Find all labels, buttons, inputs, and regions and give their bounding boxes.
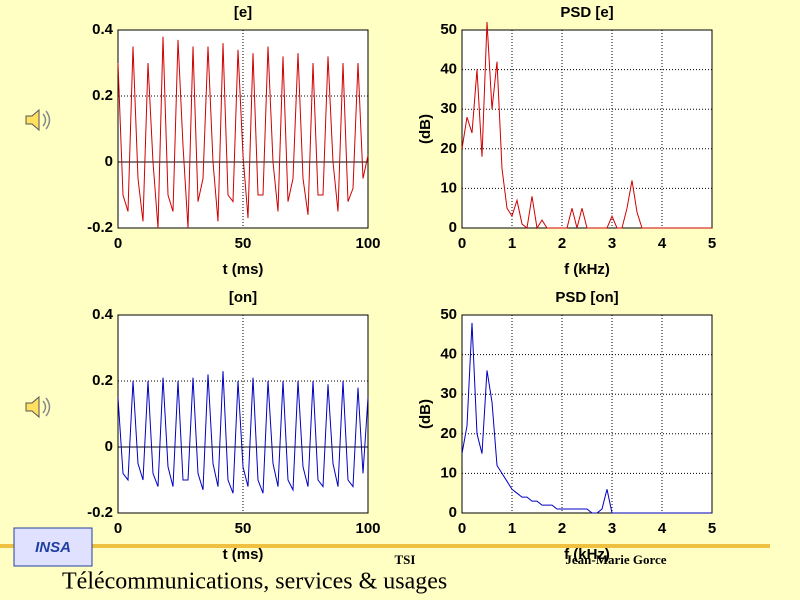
footer-author: Jean-Marie Gorce <box>565 552 666 567</box>
y-tick-label: -0.2 <box>87 504 113 521</box>
logo <box>13 527 93 567</box>
x-tick-label: 3 <box>608 235 616 252</box>
y-tick-label: 50 <box>440 306 457 323</box>
y-tick-label: 30 <box>440 100 457 117</box>
x-tick-label: 4 <box>658 520 667 537</box>
footer-course: TSI <box>395 552 416 567</box>
chart-title: [on] <box>229 289 257 306</box>
x-tick-label: 1 <box>508 520 516 537</box>
signal-line <box>117 36 369 229</box>
x-axis-label: f (kHz) <box>564 546 610 563</box>
x-tick-label: 100 <box>355 520 380 537</box>
y-tick-label: 0 <box>449 219 457 236</box>
logo-text: INSA <box>35 539 71 556</box>
signal-line <box>117 371 369 494</box>
y-tick-label: 30 <box>440 385 457 402</box>
y-tick-label: -0.2 <box>87 219 113 236</box>
plot-area <box>461 29 713 229</box>
x-tick-label: 3 <box>608 520 616 537</box>
x-tick-label: 2 <box>558 520 566 537</box>
y-tick-label: 0.2 <box>92 372 113 389</box>
y-tick-label: 10 <box>440 464 457 481</box>
x-tick-label: 2 <box>558 235 566 252</box>
signal-line <box>461 22 712 230</box>
y-tick-label: 0.4 <box>92 306 114 323</box>
y-tick-label: 10 <box>440 179 457 196</box>
x-tick-label: 50 <box>235 235 252 252</box>
y-tick-label: 20 <box>440 140 457 157</box>
speaker-icon[interactable] <box>25 395 51 419</box>
x-tick-label: 0 <box>114 235 122 252</box>
y-tick-label: 0.2 <box>92 87 113 104</box>
x-tick-label: 1 <box>508 235 516 252</box>
x-tick-label: 0 <box>114 520 122 537</box>
chart-title: [e] <box>234 4 252 21</box>
y-tick-label: 0.4 <box>92 21 114 38</box>
y-tick-label: 40 <box>440 61 457 78</box>
signal-line <box>461 322 712 514</box>
x-tick-label: 50 <box>235 520 252 537</box>
y-tick-label: 40 <box>440 346 457 363</box>
y-tick-label: 20 <box>440 425 457 442</box>
chart-title: PSD [e] <box>560 4 613 21</box>
x-tick-label: 5 <box>708 235 716 252</box>
x-tick-label: 5 <box>708 520 716 537</box>
footer-subtitle: Télécommunications, services & usages <box>62 569 447 595</box>
y-tick-label: 0 <box>449 504 457 521</box>
y-tick-label: 0 <box>105 153 113 170</box>
speaker-icon[interactable] <box>25 108 51 132</box>
y-axis-label: (dB) <box>417 114 434 144</box>
chart-title: PSD [on] <box>555 289 618 306</box>
y-tick-label: 50 <box>440 21 457 38</box>
y-axis-label: (dB) <box>417 399 434 429</box>
x-axis-label: f (kHz) <box>564 261 610 278</box>
x-axis-label: t (ms) <box>223 546 264 563</box>
x-axis-label: t (ms) <box>223 261 264 278</box>
x-tick-label: 0 <box>458 520 466 537</box>
x-tick-label: 100 <box>355 235 380 252</box>
y-tick-label: 0 <box>105 438 113 455</box>
x-tick-label: 0 <box>458 235 466 252</box>
plot-area <box>461 314 713 514</box>
x-tick-label: 4 <box>658 235 667 252</box>
